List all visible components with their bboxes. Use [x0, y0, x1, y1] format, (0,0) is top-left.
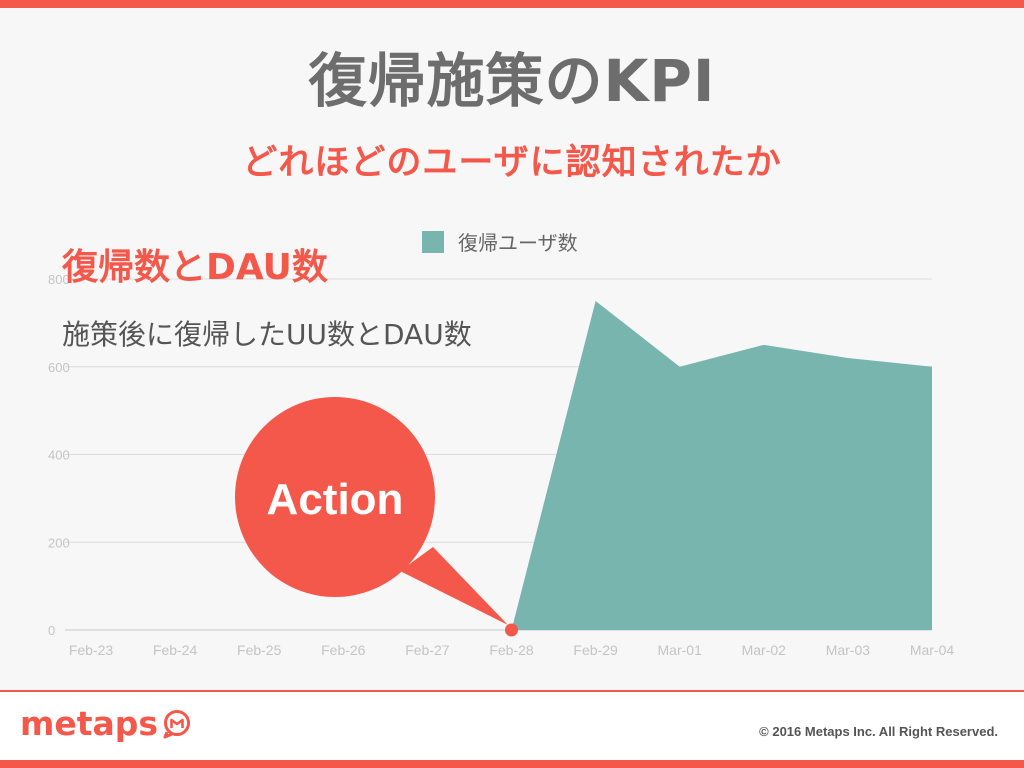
- section-description: 施策後に復帰したUU数とDAU数: [62, 318, 472, 351]
- y-tick-label: 200: [48, 535, 70, 550]
- legend-swatch: [422, 231, 444, 253]
- metaps-logo: metaps: [20, 704, 192, 743]
- footer-divider: [0, 690, 1024, 692]
- action-callout-circle: [235, 397, 435, 597]
- x-tick-label: Feb-27: [405, 642, 450, 658]
- y-tick-label: 800: [48, 272, 70, 287]
- action-callout: Action: [235, 397, 508, 625]
- top-accent-bar: [0, 0, 1024, 8]
- area-chart: 0 200 400 600 800 Feb-23 Feb-24 Feb-25 Feb-26 Fe…: [48, 231, 955, 658]
- x-tick-label: Feb-23: [69, 642, 114, 658]
- x-tick-label: Feb-24: [153, 642, 198, 658]
- x-tick-label: Mar-04: [910, 642, 955, 658]
- logo-text: metaps: [20, 704, 159, 743]
- y-tick-label: 600: [48, 360, 70, 375]
- x-tick-label: Mar-01: [658, 642, 703, 658]
- y-tick-label: 400: [48, 448, 70, 463]
- x-tick-label: Feb-25: [237, 642, 282, 658]
- copyright-notice: © 2016 Metaps Inc. All Right Reserved.: [759, 724, 998, 739]
- section-heading: 復帰数とDAU数: [62, 247, 328, 288]
- x-tick-label: Feb-28: [489, 642, 534, 658]
- bottom-accent-bar: [0, 760, 1024, 768]
- y-tick-label: 0: [48, 623, 55, 638]
- legend-label: 復帰ユーザ数: [458, 231, 578, 255]
- slide-subtitle: どれほどのユーザに認知されたか: [242, 143, 782, 183]
- x-tick-label: Feb-29: [573, 642, 618, 658]
- m-speech-bubble-icon: [163, 709, 191, 738]
- action-callout-bubble: [400, 547, 508, 625]
- x-tick-label: Mar-03: [826, 642, 871, 658]
- x-tick-label: Mar-02: [742, 642, 787, 658]
- action-point-marker: [505, 623, 518, 637]
- footer: metaps © 2016 Metaps Inc. All Right Rese…: [0, 692, 1024, 760]
- x-tick-label: Feb-26: [321, 642, 366, 658]
- action-callout-label: Action: [267, 475, 404, 524]
- slide-title: 復帰施策のKPI: [308, 47, 716, 115]
- series-area: [91, 300, 932, 630]
